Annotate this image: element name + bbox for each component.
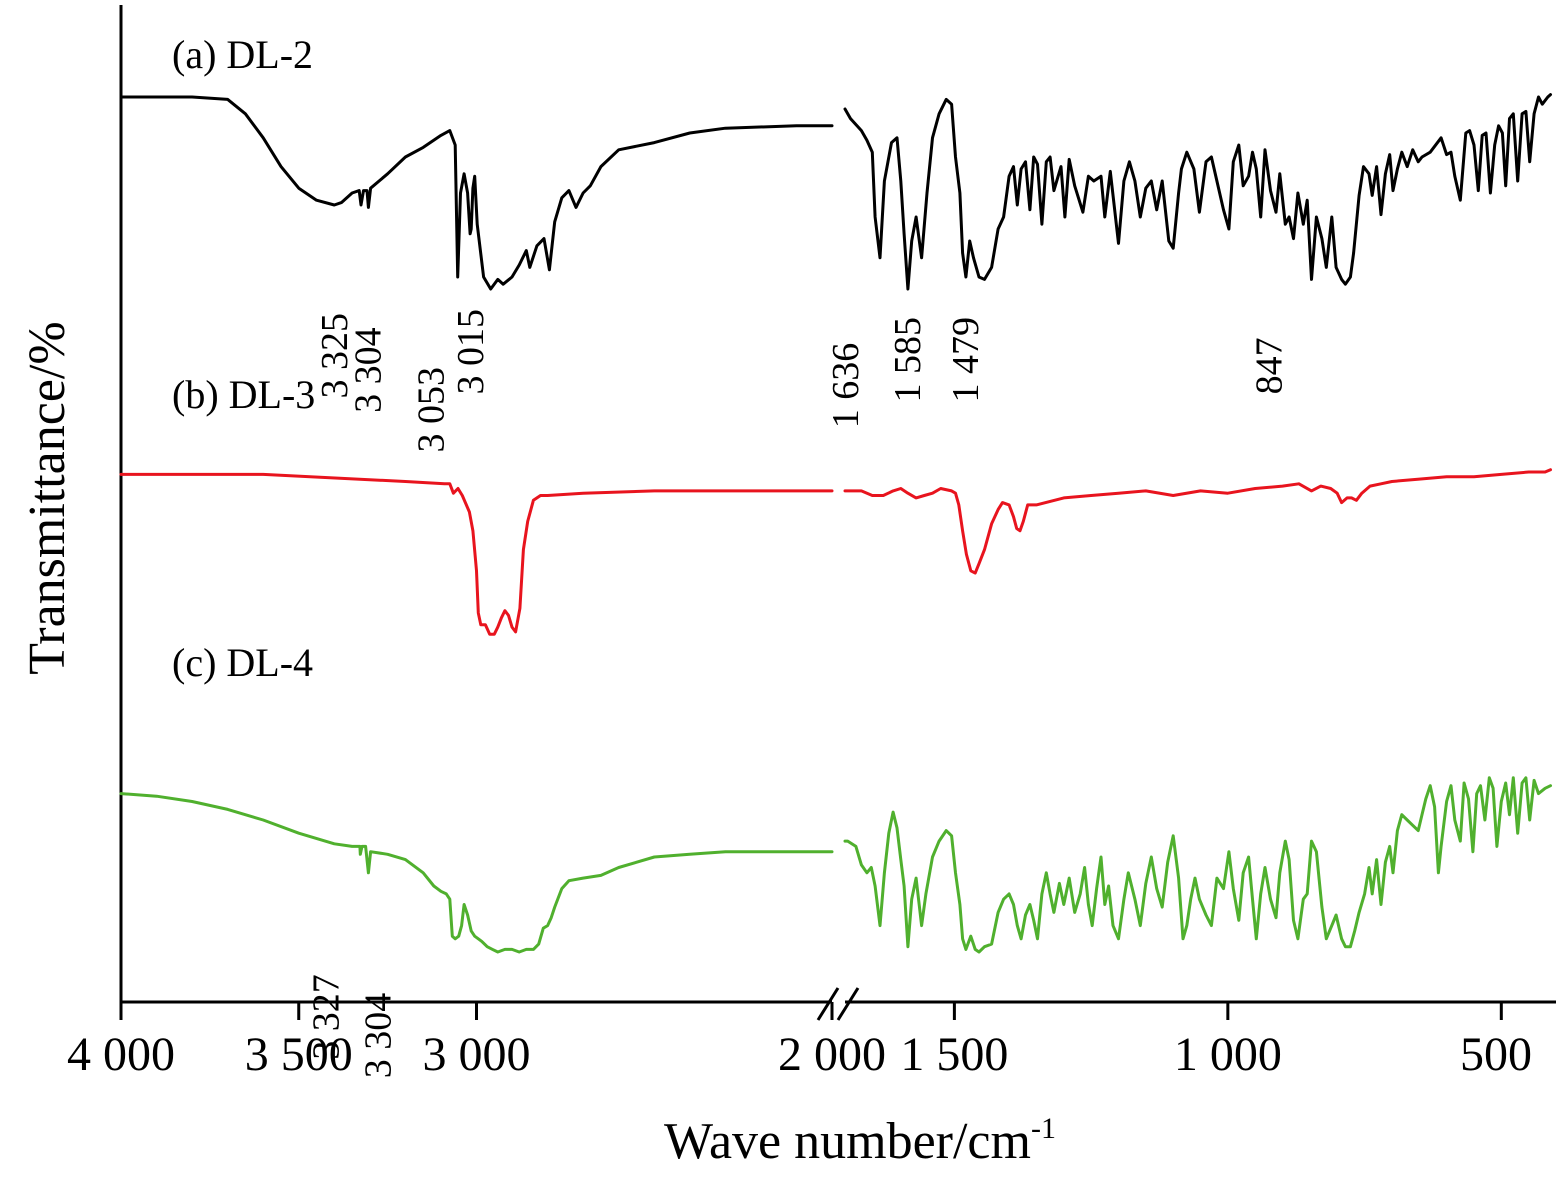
peak-label-6: 1 585 (887, 317, 929, 403)
x-tick-label: 500 (1460, 1028, 1532, 1081)
axis-break-mark (816, 987, 860, 1021)
x-axis-title-superscript: -1 (1031, 1112, 1056, 1145)
peak-label-4: 3 015 (450, 309, 492, 395)
series-line-3-right (843, 776, 1552, 954)
x-tick: 4 000 (67, 1002, 175, 1081)
series-labels: (a) DL-2 (b) DL-3 (c) DL-4 (172, 32, 315, 685)
series-line-1-left (119, 95, 834, 291)
y-axis-title: Transmittance/% (19, 321, 76, 674)
x-tick: 3 500 (245, 1002, 353, 1081)
series-label-1: (a) DL-2 (172, 32, 313, 77)
peak-label-10: 3 304 (357, 993, 399, 1079)
axes-layer (119, 5, 1556, 1021)
series-label-3: (c) DL-4 (172, 640, 313, 685)
peak-label-8: 847 (1249, 337, 1291, 394)
x-tick-label: 2 000 (778, 1028, 886, 1081)
peak-label-9: 3 327 (305, 974, 347, 1060)
x-tick: 2 000 (778, 1002, 886, 1081)
x-tick-label: 1 000 (1174, 1028, 1282, 1081)
x-tick-label: 4 000 (67, 1028, 175, 1081)
x-tick: 3 000 (423, 1002, 531, 1081)
peak-label-5: 1 636 (825, 343, 867, 429)
series-line-3-left (119, 792, 834, 954)
axis-break-slash-2 (836, 987, 860, 1021)
x-axis-title: Wave number/cm-1 (664, 1112, 1056, 1170)
x-tick: 1 000 (1174, 1002, 1282, 1081)
series-layer (119, 93, 1552, 954)
x-axis-title-text: Wave number/cm (664, 1113, 1031, 1170)
x-tick-label: 3 500 (245, 1028, 353, 1081)
x-tick: 500 (1460, 1002, 1532, 1081)
axis-break-slash-1 (816, 987, 840, 1021)
x-tick-label: 3 000 (423, 1028, 531, 1081)
x-tick: 1 500 (900, 1002, 1008, 1081)
series-line-1-right (843, 93, 1552, 291)
peak-label-2: 3 304 (347, 327, 389, 413)
x-ticks: 4 000 3 500 3 000 2 000 1 500 1 000 500 (67, 1002, 1532, 1081)
peak-label-1: 3 325 (314, 313, 356, 399)
series-line-2-left (119, 472, 834, 636)
series-line-2-right (843, 468, 1552, 575)
series-label-2: (b) DL-3 (172, 372, 315, 417)
peak-label-3: 3 053 (411, 367, 453, 453)
x-tick-label: 1 500 (900, 1028, 1008, 1081)
peak-label-7: 1 479 (945, 317, 987, 403)
